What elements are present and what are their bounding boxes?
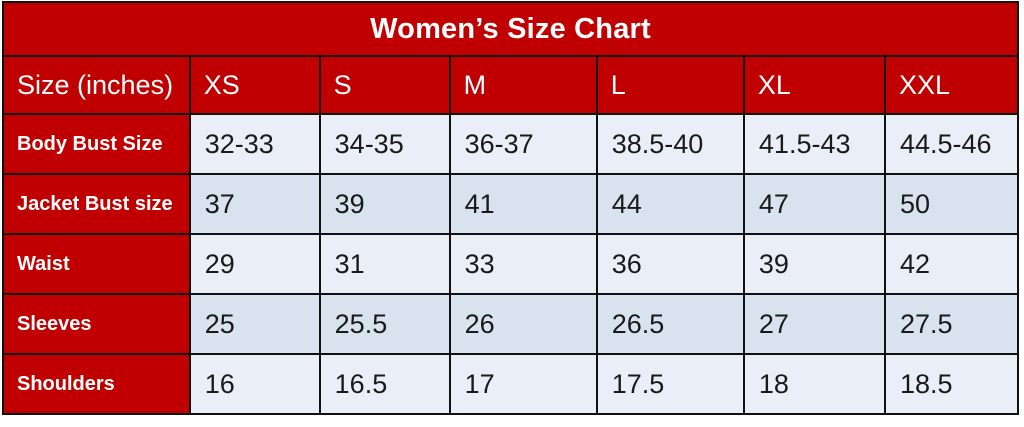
size-cell: 38.5-40	[595, 113, 745, 175]
size-cell: 29	[188, 233, 321, 295]
col-header-xl: XL	[742, 55, 886, 115]
table-row-body-bust: Body Bust Size 32-33 34-35 36-37 38.5-40…	[2, 113, 1020, 175]
table-row-sleeves: Sleeves 25 25.5 26 26.5 27 27.5	[2, 293, 1020, 355]
table-row-jacket-bust: Jacket Bust size 37 39 41 44 47 50	[2, 173, 1020, 235]
size-cell: 26	[448, 293, 598, 355]
size-cell: 25.5	[318, 293, 451, 355]
size-cell: 41	[448, 173, 598, 235]
size-cell: 50	[883, 173, 1020, 235]
size-cell: 17.5	[595, 353, 745, 415]
col-header-xs: XS	[188, 55, 321, 115]
size-cell: 41.5-43	[742, 113, 886, 175]
size-cell: 26.5	[595, 293, 745, 355]
size-cell: 33	[448, 233, 598, 295]
title-row: Women’s Size Chart	[2, 1, 1019, 57]
size-cell: 44.5-46	[883, 113, 1020, 175]
size-cell: 42	[883, 233, 1020, 295]
size-cell: 17	[448, 353, 598, 415]
size-cell: 47	[742, 173, 886, 235]
size-cell: 36	[595, 233, 745, 295]
size-cell: 32-33	[188, 113, 321, 175]
size-cell: 27.5	[883, 293, 1020, 355]
size-cell: 16.5	[318, 353, 451, 415]
size-cell: 31	[318, 233, 451, 295]
row-label: Jacket Bust size	[2, 173, 191, 235]
row-label: Body Bust Size	[2, 113, 191, 175]
chart-title: Women’s Size Chart	[2, 1, 1019, 57]
col-header-s: S	[318, 55, 451, 115]
size-chart-table: Women’s Size Chart Size (inches) XS S M …	[2, 1, 1020, 415]
row-label: Waist	[2, 233, 191, 295]
header-row: Size (inches) XS S M L XL XXL	[2, 55, 1020, 115]
size-cell: 39	[742, 233, 886, 295]
size-cell: 44	[595, 173, 745, 235]
size-cell: 27	[742, 293, 886, 355]
size-cell: 36-37	[448, 113, 598, 175]
row-label: Sleeves	[2, 293, 191, 355]
col-header-m: M	[448, 55, 598, 115]
size-cell: 18.5	[883, 353, 1020, 415]
col-header-l: L	[595, 55, 745, 115]
size-cell: 34-35	[318, 113, 451, 175]
size-cell: 18	[742, 353, 886, 415]
size-cell: 25	[188, 293, 321, 355]
col-header-xxl: XXL	[883, 55, 1020, 115]
size-cell: 37	[188, 173, 321, 235]
corner-header: Size (inches)	[2, 55, 191, 115]
table-row-shoulders: Shoulders 16 16.5 17 17.5 18 18.5	[2, 353, 1020, 415]
row-label: Shoulders	[2, 353, 191, 415]
size-cell: 16	[188, 353, 321, 415]
size-cell: 39	[318, 173, 451, 235]
table-row-waist: Waist 29 31 33 36 39 42	[2, 233, 1020, 295]
